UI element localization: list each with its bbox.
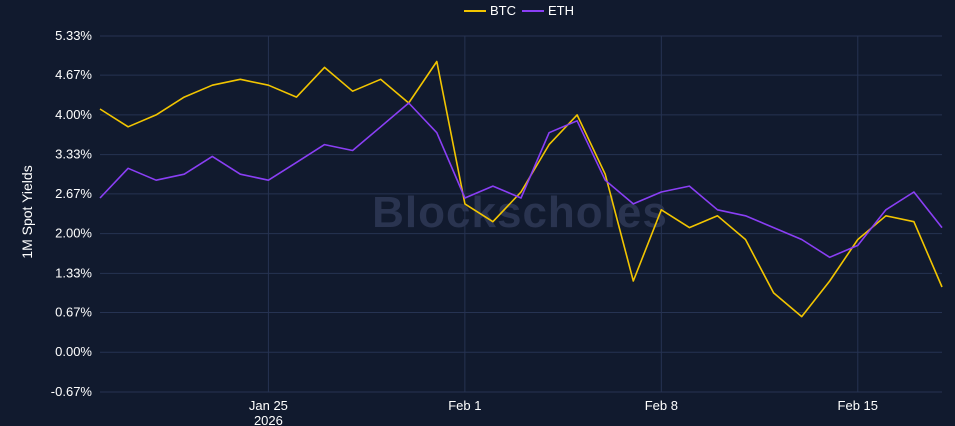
y-tick-label: 4.00% xyxy=(55,107,92,122)
y-tick-label: 2.00% xyxy=(55,226,92,241)
grid-lines xyxy=(100,35,942,393)
watermark: Blockscholes xyxy=(372,188,668,237)
legend-label-btc: BTC xyxy=(490,3,516,18)
y-tick-label: -0.67% xyxy=(51,384,93,399)
series-line-eth xyxy=(99,102,943,259)
y-axis-label: 1M Spot Yields xyxy=(19,165,35,258)
x-tick-label: Feb 15 xyxy=(838,398,878,413)
y-tick-label: 1.33% xyxy=(55,265,92,280)
y-tick-label: 4.67% xyxy=(55,67,92,82)
x-tick-label: Feb 8 xyxy=(645,398,678,413)
legend-label-eth: ETH xyxy=(548,3,574,18)
series-layer xyxy=(99,60,943,318)
y-tick-label: 5.33% xyxy=(55,28,92,43)
x-tick-label: Feb 1 xyxy=(448,398,481,413)
legend: BTC ETH xyxy=(464,3,574,18)
x-tick-sublabel: 2026 xyxy=(254,413,283,426)
series-line-btc xyxy=(99,60,943,318)
y-tick-label: 0.00% xyxy=(55,344,92,359)
y-tick-label: 0.67% xyxy=(55,304,92,319)
x-tick-label: Jan 25 xyxy=(249,398,288,413)
y-axis-ticks: -0.67% 0.00% 0.67% 1.33% 2.00% 2.67% 3.33% 4.00… xyxy=(51,28,93,399)
y-tick-label: 3.33% xyxy=(55,147,92,162)
y-tick-label: 2.67% xyxy=(55,186,92,201)
